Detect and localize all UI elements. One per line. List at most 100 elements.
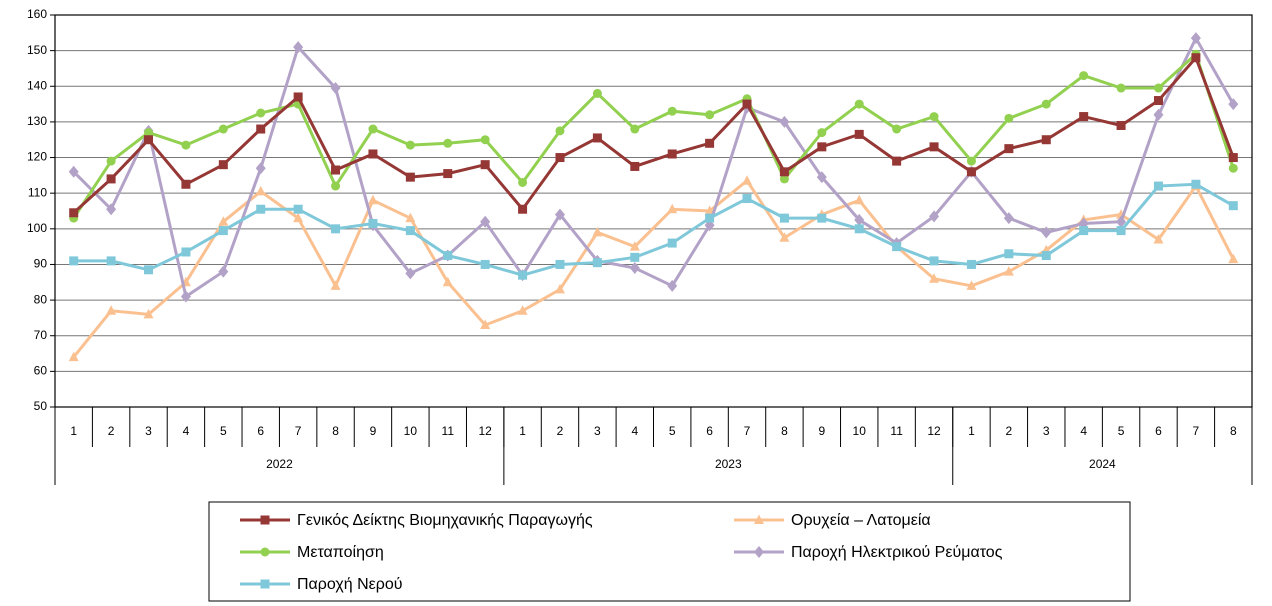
point xyxy=(1041,99,1051,109)
point xyxy=(1116,120,1126,130)
point xyxy=(405,212,416,223)
series xyxy=(68,32,1239,303)
y-tick-label: 130 xyxy=(27,114,47,128)
point xyxy=(1228,153,1238,163)
point xyxy=(144,128,154,138)
point xyxy=(742,194,752,204)
point xyxy=(629,241,640,251)
point xyxy=(667,106,677,116)
x-tick-label: 8 xyxy=(332,424,339,438)
point xyxy=(1153,83,1163,93)
point xyxy=(1153,181,1163,191)
y-tick-label: 80 xyxy=(34,292,48,306)
point xyxy=(779,213,789,223)
legend-label: Ορυχεία – Λατομεία xyxy=(791,512,931,529)
point xyxy=(705,110,715,120)
point xyxy=(144,135,154,145)
y-tick-label: 70 xyxy=(34,328,48,342)
point xyxy=(854,224,864,234)
group-label: 2024 xyxy=(1089,457,1116,471)
point xyxy=(368,218,378,228)
point xyxy=(629,262,640,275)
point xyxy=(667,279,678,292)
legend-label: Μεταποίηση xyxy=(297,544,384,561)
point xyxy=(1004,249,1014,259)
legend-marker xyxy=(260,579,270,589)
point xyxy=(929,112,939,122)
point xyxy=(854,99,864,109)
point xyxy=(405,267,416,280)
point xyxy=(480,135,490,145)
point xyxy=(892,124,902,134)
point xyxy=(1079,71,1089,81)
x-tick-label: 5 xyxy=(220,424,227,438)
point xyxy=(330,82,341,95)
point xyxy=(892,242,902,252)
point xyxy=(405,172,415,182)
x-tick-label: 7 xyxy=(1193,424,1200,438)
legend-marker-shape xyxy=(260,515,270,525)
y-tick-label: 50 xyxy=(34,399,48,413)
point xyxy=(816,171,827,184)
y-tick-label: 150 xyxy=(27,43,47,57)
point xyxy=(966,167,976,177)
point xyxy=(293,204,303,214)
x-tick-label: 3 xyxy=(145,424,152,438)
series-line xyxy=(72,54,1235,214)
x-tick-label: 11 xyxy=(442,424,455,438)
point xyxy=(592,258,602,268)
series xyxy=(69,179,1238,280)
point xyxy=(106,156,116,166)
point xyxy=(218,226,228,236)
point xyxy=(555,153,565,163)
point xyxy=(1228,163,1238,173)
series-line xyxy=(72,51,1235,219)
point xyxy=(1153,234,1164,244)
series xyxy=(68,175,1239,362)
point xyxy=(218,124,228,134)
point xyxy=(106,203,117,216)
legend-marker-shape xyxy=(754,546,764,558)
point xyxy=(480,319,491,330)
point xyxy=(367,194,378,205)
point xyxy=(181,247,191,257)
point xyxy=(1004,144,1014,154)
x-tick-label: 12 xyxy=(927,424,941,438)
x-tick-label: 5 xyxy=(1118,424,1125,438)
point xyxy=(1228,253,1239,264)
point xyxy=(742,99,752,109)
point xyxy=(517,305,528,315)
point xyxy=(256,204,266,214)
point xyxy=(518,270,528,280)
point xyxy=(143,308,154,319)
point xyxy=(405,226,415,236)
point xyxy=(555,126,565,136)
point xyxy=(929,142,939,152)
point xyxy=(1191,179,1201,189)
point xyxy=(854,129,864,139)
point xyxy=(405,140,415,150)
point xyxy=(443,251,453,261)
point xyxy=(255,185,266,196)
point xyxy=(817,142,827,152)
x-tick-label: 1 xyxy=(70,424,77,438)
point xyxy=(667,203,678,214)
point xyxy=(331,224,341,234)
legend-label: Παροχή Νερού xyxy=(297,576,403,593)
point xyxy=(966,156,976,166)
legend-marker xyxy=(260,515,270,525)
point xyxy=(779,232,790,242)
point xyxy=(929,210,940,223)
x-tick-label: 10 xyxy=(404,424,418,438)
point xyxy=(854,213,865,226)
y-tick-label: 140 xyxy=(27,78,47,92)
point xyxy=(1079,226,1089,236)
point xyxy=(518,177,528,187)
point xyxy=(667,238,677,248)
point xyxy=(368,124,378,134)
point xyxy=(966,259,976,269)
point xyxy=(592,88,602,98)
point xyxy=(1004,113,1014,123)
legend-label: Παροχή Ηλεκτρικού Ρεύματος xyxy=(791,544,1003,561)
